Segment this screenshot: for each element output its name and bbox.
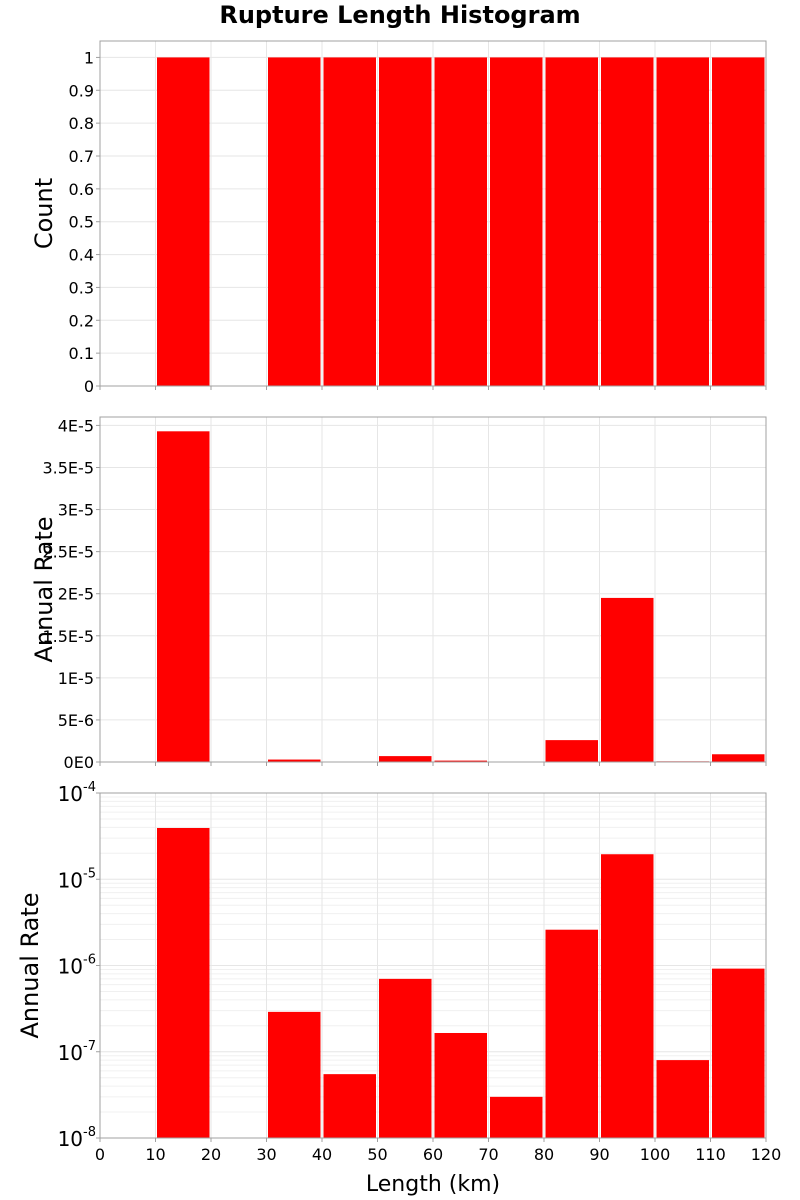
y-tick-label: 1.5E-5 (42, 627, 94, 646)
y-tick-label: 3.5E-5 (42, 458, 94, 477)
bar (545, 740, 598, 762)
y-tick-label: 10-4 (58, 780, 96, 806)
bar (157, 431, 210, 762)
bar (268, 1011, 321, 1138)
bar (323, 1074, 376, 1138)
bar (545, 929, 598, 1138)
y-tick-label: 2E-5 (58, 585, 94, 604)
x-tick-label: 10 (145, 1145, 165, 1164)
bar (434, 1032, 487, 1138)
bar (157, 827, 210, 1138)
y-tick-label: 0.2 (69, 311, 94, 330)
y-tick-label: 1 (84, 48, 94, 67)
bar (434, 760, 487, 762)
bar (601, 854, 654, 1138)
x-tick-label: 70 (478, 1145, 498, 1164)
y-tick-label: 0.6 (69, 180, 94, 199)
x-tick-label: 110 (695, 1145, 726, 1164)
bar (490, 57, 543, 387)
bar (379, 978, 432, 1138)
x-tick-label: 90 (589, 1145, 609, 1164)
x-tick-label: 120 (751, 1145, 782, 1164)
bar (379, 756, 432, 762)
bar (434, 57, 487, 387)
bar (268, 57, 321, 387)
bar (712, 754, 765, 762)
y-tick-label: 0.7 (69, 147, 94, 166)
x-tick-label: 80 (534, 1145, 554, 1164)
bar (379, 57, 432, 387)
bar (323, 57, 376, 387)
y-tick-label: 10-5 (58, 866, 96, 892)
y-tick-label: 0.8 (69, 114, 94, 133)
y-tick-label: 0.5 (69, 213, 94, 232)
x-tick-label: 50 (367, 1145, 387, 1164)
panel-1: 0 0.1 0.2 0.3 0.4 0.5 0.6 0.7 0.8 0.9 1 Count (30, 40, 767, 396)
y-tick-label: 2.5E-5 (42, 543, 94, 562)
y-axis-label: Annual Rate (30, 516, 58, 662)
bar (490, 1096, 543, 1138)
chart-panels: 0 0.1 0.2 0.3 0.4 0.5 0.6 0.7 0.8 0.9 1 Count 0E0 5E-… (16, 40, 781, 1164)
bar (157, 57, 210, 387)
x-tick-label: 20 (201, 1145, 221, 1164)
x-tick-label: 40 (312, 1145, 332, 1164)
bar (545, 57, 598, 387)
y-tick-label: 0 (84, 377, 94, 396)
y-tick-label: 0.9 (69, 81, 94, 100)
bar (601, 597, 654, 762)
y-tick-label: 0E0 (64, 753, 94, 772)
y-tick-label: 3E-5 (58, 501, 94, 520)
y-tick-label: 0.3 (69, 278, 94, 297)
y-tick-label: 10-8 (58, 1125, 96, 1151)
x-tick-label: 100 (640, 1145, 671, 1164)
x-tick-label: 0 (95, 1145, 105, 1164)
y-tick-label: 1E-5 (58, 669, 94, 688)
y-tick-label: 10-7 (58, 1039, 96, 1065)
bar (268, 759, 321, 762)
x-tick-label: 30 (256, 1145, 276, 1164)
y-tick-label: 5E-6 (58, 711, 94, 730)
bar (656, 1060, 709, 1138)
y-axis-label: Count (30, 178, 58, 249)
bar (656, 57, 709, 387)
y-tick-label: 4E-5 (58, 416, 94, 435)
x-axis-label: Length (km) (366, 1172, 500, 1197)
y-tick-label: 10-6 (58, 953, 96, 979)
panel-3: 10-8 10-7 10-6 10-5 10-4 Annual Rate 0 10 20 30 40… (16, 780, 781, 1164)
y-tick-label: 0.1 (69, 344, 94, 363)
chart-title: Rupture Length Histogram (219, 1, 580, 29)
y-tick-label: 0.4 (69, 246, 94, 265)
x-tick-label: 60 (423, 1145, 443, 1164)
bar (712, 968, 765, 1138)
bar (601, 57, 654, 387)
bar (712, 57, 765, 387)
panel-2: 0E0 5E-6 1E-5 1.5E-5 2E-5 2.5E-5 3E-5 3.5E-5 4E-… (30, 416, 767, 772)
y-axis-label: Annual Rate (16, 892, 44, 1038)
